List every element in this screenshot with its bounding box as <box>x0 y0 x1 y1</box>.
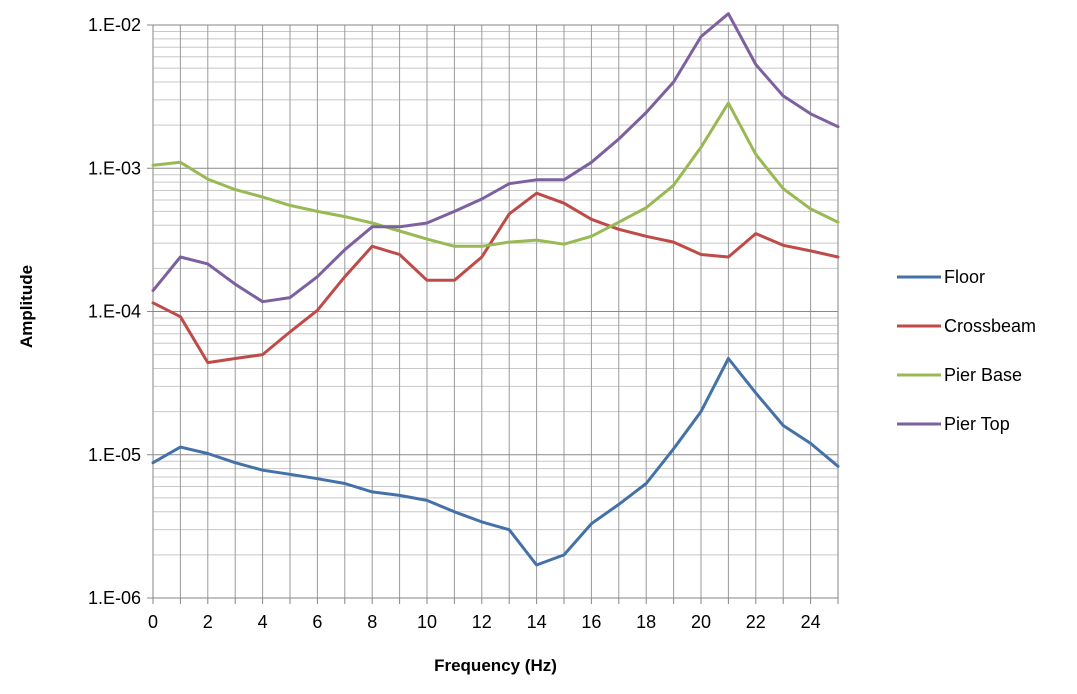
x-tick-label: 22 <box>746 612 766 632</box>
x-tick-label: 12 <box>472 612 492 632</box>
x-tick-label: 0 <box>148 612 158 632</box>
x-tick-label: 18 <box>636 612 656 632</box>
series-line-floor <box>151 357 840 567</box>
minor-gridlines <box>153 31 838 556</box>
y-axis-ticks: 1.E-06 1.E-05 1.E-04 1.E-03 1.E-02 <box>88 15 141 608</box>
y-axis-title: Amplitude <box>17 265 36 348</box>
legend-item: Crossbeam <box>897 316 1036 336</box>
x-axis-ticks: 0 2 4 6 8 10 12 14 16 18 20 22 24 <box>148 598 839 632</box>
x-tick-label: 2 <box>203 612 213 632</box>
legend-item: Pier Base <box>897 365 1022 385</box>
x-axis-title: Frequency (Hz) <box>434 656 557 675</box>
series-line-pier-base <box>151 101 840 248</box>
x-tick-label: 10 <box>417 612 437 632</box>
x-tick-label: 4 <box>258 612 268 632</box>
x-tick-label: 20 <box>691 612 711 632</box>
x-tick-label: 16 <box>581 612 601 632</box>
y-tick-label: 1.E-05 <box>88 445 141 465</box>
y-tick-label: 1.E-04 <box>88 302 141 322</box>
plot-area-frame <box>152 24 839 599</box>
legend-label: Pier Top <box>944 414 1010 434</box>
legend: Floor Crossbeam Pier Base Pier Top <box>897 267 1036 434</box>
legend-item: Pier Top <box>897 414 1010 434</box>
legend-label: Pier Base <box>944 365 1022 385</box>
x-tick-label: 8 <box>367 612 377 632</box>
series-line-pier-top <box>151 12 840 304</box>
x-tick-label: 24 <box>801 612 821 632</box>
legend-label: Crossbeam <box>944 316 1036 336</box>
x-tick-label: 6 <box>312 612 322 632</box>
y-tick-label: 1.E-02 <box>88 15 141 35</box>
legend-label: Floor <box>944 267 985 287</box>
y-tick-label: 1.E-06 <box>88 588 141 608</box>
legend-item: Floor <box>897 267 985 287</box>
x-tick-label: 14 <box>527 612 547 632</box>
y-tick-label: 1.E-03 <box>88 158 141 178</box>
series-line-crossbeam <box>151 191 840 365</box>
series-lines <box>151 12 840 567</box>
